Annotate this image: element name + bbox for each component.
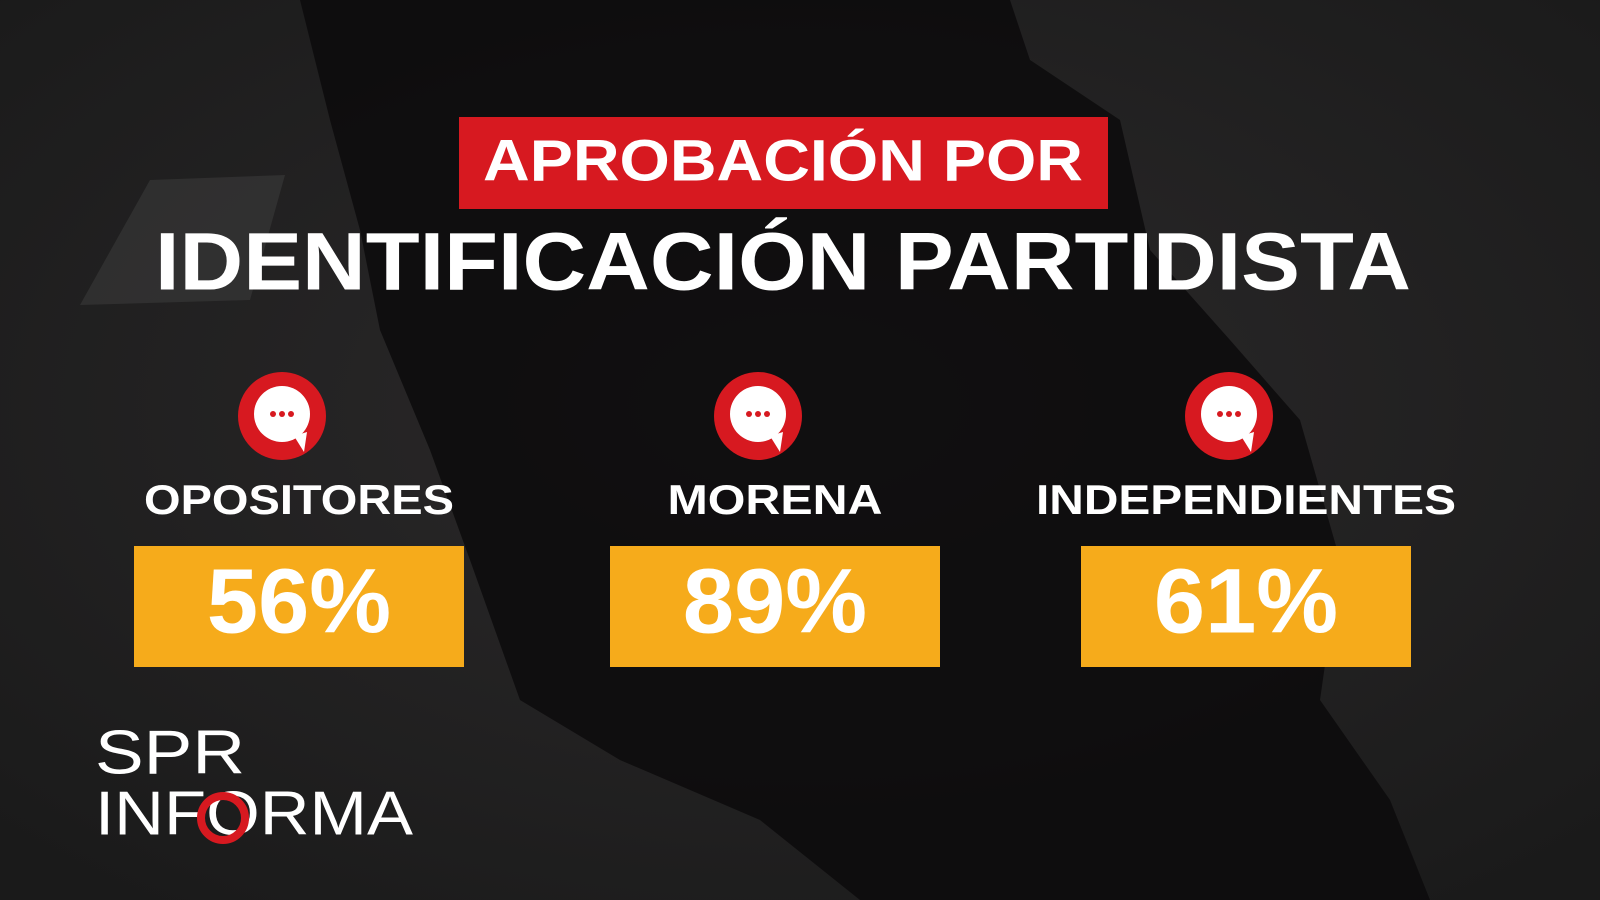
logo: SPR INFORMA: [95, 718, 414, 848]
icon-dot: [755, 411, 761, 417]
icon-dot: [764, 411, 770, 417]
icon-dot: [1235, 411, 1241, 417]
icon-dot: [288, 411, 294, 417]
item-label: OPOSITORES: [144, 476, 454, 523]
item-value: 89%: [683, 550, 867, 652]
icon-dot: [746, 411, 752, 417]
logo-line2: INFORMA: [95, 779, 414, 848]
title-box: [459, 117, 1108, 209]
item-label: INDEPENDIENTES: [1036, 476, 1456, 523]
icon-tail: [294, 432, 307, 452]
title: APROBACIÓN POR: [483, 128, 1083, 193]
items: OPOSITORES 56% MORENA 89% INDEPENDIENTES 61%: [134, 372, 1456, 667]
item-value: 56%: [207, 550, 391, 652]
texture-strip: [80, 175, 285, 305]
icon-dot: [279, 411, 285, 417]
icon-dot: [1226, 411, 1232, 417]
icon-tail: [1241, 432, 1254, 452]
item-label: MORENA: [668, 476, 883, 523]
value-box: [1081, 546, 1411, 667]
icon-dot: [1217, 411, 1223, 417]
item-value: 61%: [1154, 550, 1338, 652]
value-box: [610, 546, 940, 667]
icon-tail: [770, 432, 783, 452]
value-box: [134, 546, 464, 667]
logo-dot-ring: [197, 792, 249, 844]
logo-line1: SPR: [95, 718, 245, 787]
map-shape: [300, 0, 1430, 900]
subtitle: IDENTIFICACIÓN PARTIDISTA: [155, 217, 1411, 308]
icon-dot: [270, 411, 276, 417]
